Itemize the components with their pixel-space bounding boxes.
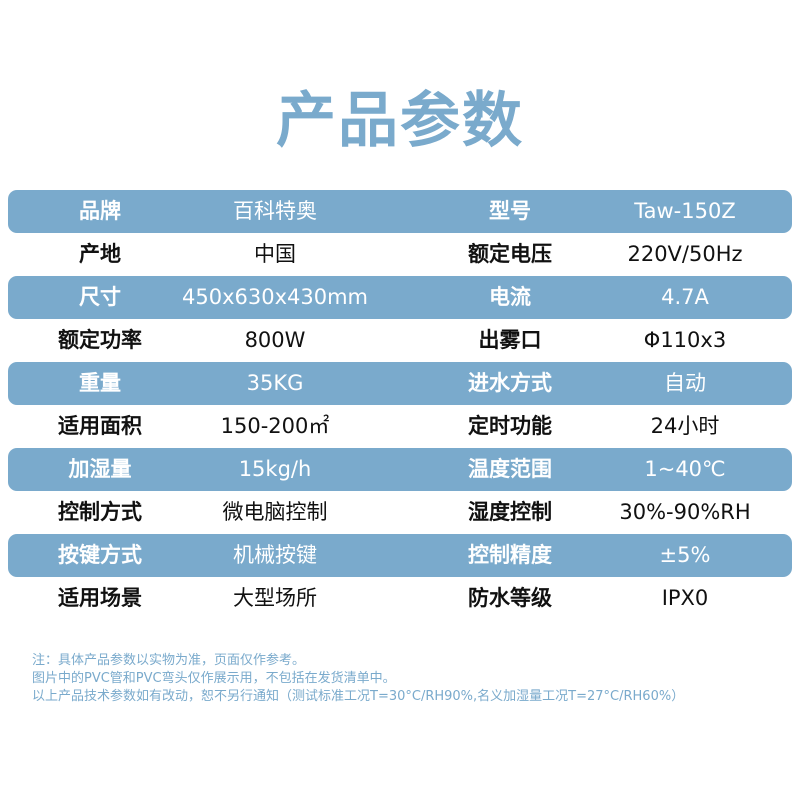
spec-value: 800W xyxy=(244,328,306,352)
page-title: 产品参数 xyxy=(276,86,524,156)
spec-label: 尺寸 xyxy=(79,285,121,309)
spec-value: 15kg/h xyxy=(238,457,312,481)
spec-label: 适用场景 xyxy=(58,586,142,610)
spec-label: 产地 xyxy=(79,242,121,266)
spec-label: 出雾口 xyxy=(478,328,542,352)
spec-table: 品牌 百科特奥 型号 Taw-150Z 产地 中国 额定电压 220V/50Hz 尺寸 450x6… xyxy=(8,190,792,620)
spec-row: 额定功率 800W 出雾口 Φ110x3 xyxy=(8,319,792,362)
note-line: 以上产品技术参数如有改动，恕不另行通知（测试标准工况T=30°C/RH90%,名… xyxy=(32,689,685,704)
note-line: 图片中的PVC管和PVC弯头仅作展示用，不包括在发货清单中。 xyxy=(32,671,396,686)
spec-value: Taw-150Z xyxy=(634,199,736,223)
spec-row: 按键方式 机械按键 控制精度 ±5% xyxy=(8,534,792,577)
spec-value: 微电脑控制 xyxy=(222,500,328,524)
spec-value: 24小时 xyxy=(650,414,720,438)
spec-value: 4.7A xyxy=(661,285,709,309)
spec-value: 大型场所 xyxy=(233,586,317,610)
spec-value: 30%-90%RH xyxy=(619,500,751,524)
notes: 注：具体产品参数以实物为准，页面仅作参考。 图片中的PVC管和PVC弯头仅作展示… xyxy=(32,652,684,706)
spec-value: 220V/50Hz xyxy=(627,242,743,266)
spec-label: 进水方式 xyxy=(468,371,552,395)
spec-row: 控制方式 微电脑控制 湿度控制 30%-90%RH xyxy=(8,491,792,534)
spec-label: 防水等级 xyxy=(468,586,552,610)
spec-value: 1~40℃ xyxy=(644,457,726,481)
spec-label: 适用面积 xyxy=(58,414,142,438)
spec-row: 尺寸 450x630x430mm 电流 4.7A xyxy=(8,276,792,319)
spec-value: Φ110x3 xyxy=(643,328,727,352)
spec-label: 额定功率 xyxy=(58,328,142,352)
spec-label: 加湿量 xyxy=(68,457,132,481)
spec-label: 定时功能 xyxy=(468,414,552,438)
spec-label: 控制方式 xyxy=(58,500,142,524)
spec-label: 品牌 xyxy=(79,199,121,223)
spec-label: 型号 xyxy=(489,199,531,223)
note-line: 注：具体产品参数以实物为准，页面仅作参考。 xyxy=(32,653,306,668)
spec-value: 150-200㎡ xyxy=(220,414,330,438)
spec-value: 机械按键 xyxy=(233,543,317,567)
spec-label: 重量 xyxy=(79,371,121,395)
spec-row: 加湿量 15kg/h 温度范围 1~40℃ xyxy=(8,448,792,491)
spec-value: 450x630x430mm xyxy=(181,285,369,309)
spec-row: 重量 35KG 进水方式 自动 xyxy=(8,362,792,405)
spec-label: 温度范围 xyxy=(468,457,552,481)
spec-row: 适用场景 大型场所 防水等级 IPX0 xyxy=(8,577,792,620)
spec-label: 按键方式 xyxy=(58,543,142,567)
spec-label: 湿度控制 xyxy=(468,500,552,524)
spec-value: 35KG xyxy=(246,371,304,395)
spec-value: 百科特奥 xyxy=(233,199,317,223)
spec-value: ±5% xyxy=(659,543,711,567)
spec-value: IPX0 xyxy=(661,586,709,610)
spec-label: 电流 xyxy=(489,285,531,309)
spec-row: 适用面积 150-200㎡ 定时功能 24小时 xyxy=(8,405,792,448)
spec-label: 控制精度 xyxy=(468,543,552,567)
spec-value: 中国 xyxy=(254,242,296,266)
spec-row: 产地 中国 额定电压 220V/50Hz xyxy=(8,233,792,276)
spec-label: 额定电压 xyxy=(468,242,552,266)
spec-value: 自动 xyxy=(664,371,706,395)
spec-row: 品牌 百科特奥 型号 Taw-150Z xyxy=(8,190,792,233)
